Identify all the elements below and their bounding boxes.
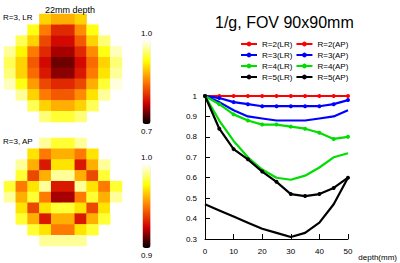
svg-text:R=2(LR): R=2(LR) <box>262 40 293 49</box>
svg-text:R=4(LR): R=4(LR) <box>262 62 293 71</box>
svg-text:0.7: 0.7 <box>186 153 198 162</box>
svg-text:R=3, LR: R=3, LR <box>3 13 33 22</box>
svg-text:0.5: 0.5 <box>186 194 198 203</box>
svg-text:R=5(AP): R=5(AP) <box>317 73 348 82</box>
svg-text:1.0: 1.0 <box>141 153 153 162</box>
svg-text:R=3(AP): R=3(AP) <box>317 51 348 60</box>
svg-text:0.9: 0.9 <box>186 112 198 121</box>
svg-text:40: 40 <box>315 247 324 256</box>
svg-text:0.9: 0.9 <box>141 251 153 260</box>
svg-text:1/g, FOV 90x90mm: 1/g, FOV 90x90mm <box>215 14 354 31</box>
svg-text:20: 20 <box>258 247 267 256</box>
svg-text:22mm depth: 22mm depth <box>45 5 95 15</box>
svg-text:0.7: 0.7 <box>141 127 153 136</box>
svg-text:0.8: 0.8 <box>186 132 198 141</box>
svg-text:R=4(AP): R=4(AP) <box>317 62 348 71</box>
svg-text:1.0: 1.0 <box>141 29 153 38</box>
svg-text:50: 50 <box>344 247 353 256</box>
svg-text:30: 30 <box>286 247 295 256</box>
svg-text:10: 10 <box>229 247 238 256</box>
svg-text:R=3(LR): R=3(LR) <box>262 51 293 60</box>
svg-text:R=3, AP: R=3, AP <box>3 137 33 146</box>
svg-text:0.3: 0.3 <box>186 235 198 244</box>
svg-text:0.4: 0.4 <box>186 214 198 223</box>
svg-text:depth(mm): depth(mm) <box>358 253 397 262</box>
svg-text:0.6: 0.6 <box>186 173 198 182</box>
svg-text:R=2(AP): R=2(AP) <box>317 40 348 49</box>
svg-text:1: 1 <box>193 92 198 101</box>
svg-text:R=5(LR): R=5(LR) <box>262 73 293 82</box>
svg-text:0: 0 <box>203 247 208 256</box>
